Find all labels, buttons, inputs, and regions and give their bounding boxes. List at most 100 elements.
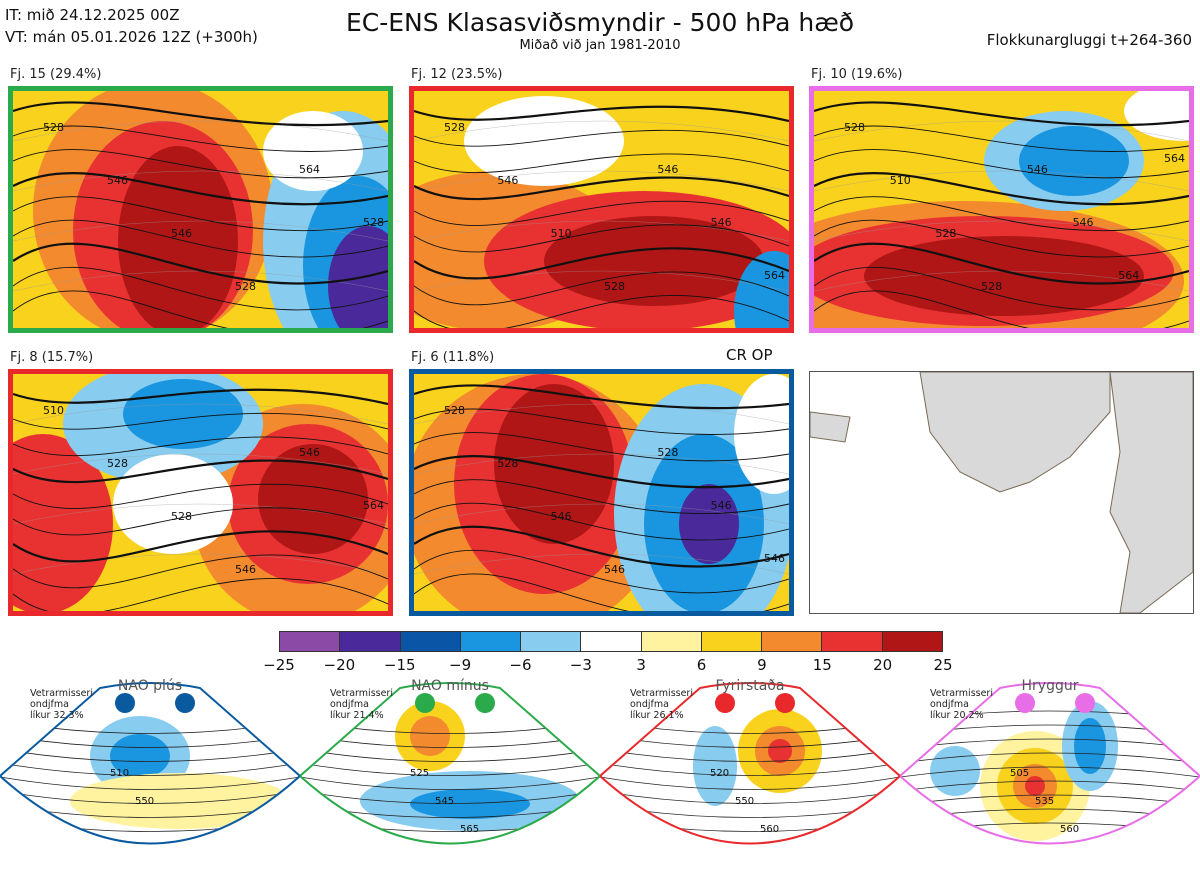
regime-info: Vetrarmisseri ondjfma líkur 20,2% — [930, 688, 993, 721]
regime-title: NAO plús — [117, 678, 183, 694]
anomaly-field: 510 528 528 546 546 564 — [13, 374, 388, 611]
regime-anomaly — [70, 773, 290, 829]
height-contour — [414, 384, 789, 410]
contour-label: 528 — [444, 121, 465, 134]
graticule-line — [414, 170, 789, 192]
anomaly-blob — [263, 111, 363, 191]
colorbar-swatch — [460, 632, 522, 651]
graticule-line — [814, 220, 1189, 242]
panel-label-3: Fj. 10 (19.6%) — [811, 67, 903, 82]
regime-contour — [600, 790, 900, 804]
height-contour — [414, 525, 789, 568]
graticule-line — [13, 403, 388, 425]
height-contour — [814, 219, 1189, 258]
cluster-map-3: 528 510 528 528 546 546 564 564 — [809, 86, 1194, 333]
greenland-landmass — [810, 372, 1193, 613]
graticule-line — [414, 403, 789, 425]
anomaly-blob — [674, 111, 789, 191]
anomaly-blob — [258, 444, 368, 554]
regime-info: Vetrarmisseri ondjfma líkur 32,3% — [30, 688, 93, 721]
anomaly-field: 528 528 546 546 528 546 546 — [414, 374, 789, 611]
regime-contour — [900, 766, 1200, 778]
height-contour — [814, 290, 1189, 328]
graticule-line — [814, 170, 1189, 192]
graticule-line — [13, 170, 388, 192]
regime-dot — [715, 693, 735, 713]
regime-dot — [1075, 693, 1095, 713]
contour-label: 528 — [657, 446, 678, 459]
regime-title: NAO mínus — [411, 678, 489, 694]
anomaly-blob — [834, 91, 974, 151]
height-contour — [13, 507, 388, 536]
contour-label: 528 — [171, 510, 192, 523]
contour-label: 528 — [935, 227, 956, 240]
regime-outline — [598, 682, 902, 845]
height-contour — [414, 176, 789, 201]
regime-dot — [175, 693, 195, 713]
contour-label: 564 — [363, 499, 384, 512]
regime-contour — [300, 762, 600, 776]
regime-title: Hryggur — [1021, 678, 1079, 694]
regime-contour — [900, 752, 1200, 764]
colorbar — [279, 631, 943, 652]
graticule-line — [414, 270, 789, 292]
height-contour — [13, 459, 388, 484]
regime-contour-label: 560 — [1060, 824, 1079, 835]
contour-label: 546 — [657, 163, 678, 176]
cluster-map-5: 528 528 546 546 528 546 546 — [409, 369, 794, 616]
contour-label: 546 — [551, 510, 572, 523]
op-label: CR OP — [726, 346, 773, 364]
colorbar-swatch — [340, 632, 401, 651]
graticule-line — [13, 553, 388, 575]
regime-nao-minus: 525 545 565 NAO mínus Vetrarmisseri ondjfm… — [298, 676, 602, 871]
graticule-line — [414, 453, 789, 475]
height-contour — [13, 242, 388, 285]
contour-label: 528 — [235, 280, 256, 293]
regime-outline — [0, 682, 302, 845]
colorbar-tick: −3 — [569, 656, 592, 674]
colorbar-swatch — [762, 632, 823, 651]
height-contour — [814, 196, 1189, 232]
height-contour — [414, 295, 789, 328]
regime-contour — [600, 762, 900, 776]
graticule-line — [13, 120, 388, 142]
height-contour — [814, 172, 1189, 206]
anomaly-blob — [544, 216, 764, 306]
height-contour — [414, 479, 789, 515]
colorbar-tick: −9 — [449, 656, 472, 674]
regime-contour-label: 550 — [135, 796, 154, 807]
header-times: IT: mið 24.12.2025 00Z VT: mán 05.01.202… — [5, 4, 258, 48]
regime-contour — [300, 790, 600, 804]
height-contour — [13, 266, 388, 311]
regime-contour — [0, 748, 300, 762]
height-contour — [13, 149, 388, 179]
contour-label: 510 — [43, 404, 64, 417]
regime-contour — [300, 776, 600, 790]
height-contour — [414, 408, 789, 435]
contour-label: 564 — [299, 163, 320, 176]
regime-anomaly — [1074, 718, 1106, 774]
regime-contour — [0, 790, 300, 804]
height-contour — [414, 200, 789, 226]
anomaly-blob — [734, 251, 789, 328]
anomaly-blob — [1019, 126, 1129, 196]
height-contour — [414, 224, 789, 253]
height-contour — [814, 149, 1189, 179]
anomaly-field: 528 510 528 528 546 546 564 564 — [814, 91, 1189, 328]
height-contour — [13, 436, 388, 456]
anomaly-field: 528 546 510 528 546 546 564 — [414, 91, 789, 328]
regime-info: Vetrarmisseri ondjfma líkur 26,1% — [630, 688, 693, 721]
panel-label-1: Fj. 15 (29.4%) — [10, 67, 102, 82]
regime-anomaly — [410, 716, 450, 756]
regime-map: 520 550 560 — [598, 682, 902, 845]
colorbar-swatch — [280, 632, 341, 651]
regime-dot — [475, 693, 495, 713]
cluster-map-2: 528 546 510 528 546 546 564 — [409, 86, 794, 333]
regime-blocking: 520 550 560 Fyrirstaða Vetrarmisseri ondjf… — [598, 676, 902, 871]
height-contour — [414, 247, 789, 280]
regime-contour-label: 525 — [410, 768, 429, 779]
height-contour — [13, 412, 388, 430]
colorbar-tick: 3 — [636, 656, 646, 674]
height-contour — [814, 242, 1189, 285]
colorbar-tick: −20 — [323, 656, 356, 674]
